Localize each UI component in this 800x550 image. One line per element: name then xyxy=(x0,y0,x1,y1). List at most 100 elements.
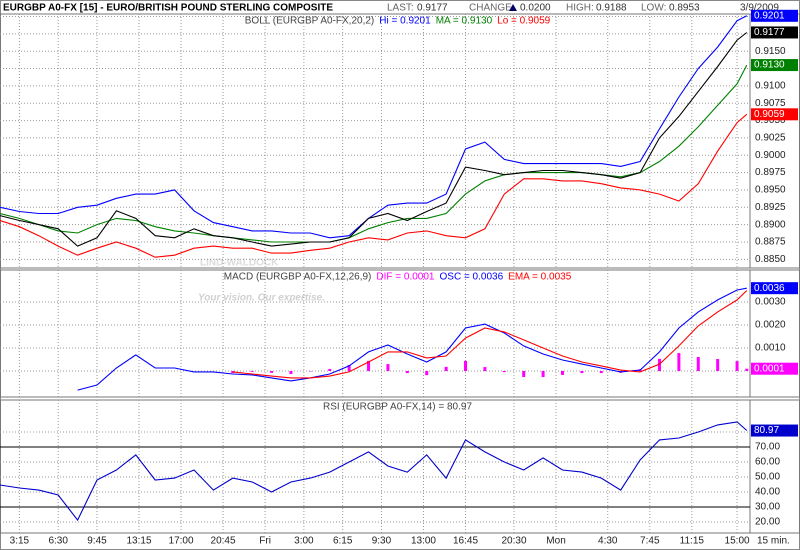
panel-title: RSI (EURGBP A0-FX,14) = 80.97 xyxy=(323,402,472,413)
histogram-bar xyxy=(735,361,739,372)
y-tick-label: 30.00 xyxy=(755,502,780,513)
histogram-bar xyxy=(444,366,448,372)
x-tick-label: 6:15 xyxy=(333,536,353,547)
histogram-bar xyxy=(483,367,487,372)
change-label: CHANGE: xyxy=(469,3,515,14)
y-tick-label: 0.9075 xyxy=(755,98,786,109)
x-tick-label: 9:30 xyxy=(372,536,392,547)
histogram-bar xyxy=(425,371,429,376)
value-box-label: 0.0036 xyxy=(754,283,785,294)
x-tick-label: Mon xyxy=(546,536,565,547)
last-value: 0.9177 xyxy=(417,3,448,14)
histogram-bar xyxy=(289,371,293,374)
histogram-bar xyxy=(502,371,506,373)
histogram-bar xyxy=(561,371,564,375)
date: 3/9/2009 xyxy=(740,3,779,14)
low-value: 0.8953 xyxy=(669,3,700,14)
watermark-brand: LIND-WALDOCK xyxy=(200,258,279,269)
panel-title: BOLL (EURGBP A0-FX,20,2) xyxy=(245,16,375,27)
series-line xyxy=(77,287,747,391)
value-box-label: 0.9130 xyxy=(754,60,785,71)
y-tick-label: 0.0020 xyxy=(755,320,786,331)
x-tick-label: 16:45 xyxy=(453,536,478,547)
legend: MACD (EURGBP A0-FX,12,26,9) DIF = 0.0001 O… xyxy=(224,272,572,283)
y-tick-label: 0.8900 xyxy=(755,219,786,230)
histogram-bar xyxy=(580,371,584,374)
y-tick-label: 40.00 xyxy=(755,487,780,498)
x-tick-label: 6:30 xyxy=(48,536,68,547)
histogram-bar xyxy=(696,356,700,372)
y-tick-label: 70.00 xyxy=(755,442,780,453)
x-unit-label: 15 min. xyxy=(757,536,790,547)
symbol: EURGBP A0-FX [15] - EURO/BRITISH POUND S… xyxy=(3,3,333,14)
histogram-bar xyxy=(464,360,468,372)
value-box xyxy=(751,424,798,437)
high-label: HIGH: xyxy=(566,3,594,14)
x-tick-label: 17:00 xyxy=(169,536,194,547)
value-box xyxy=(751,362,798,375)
watermark-slogan: Your vision. Our expertise. xyxy=(198,293,325,304)
high-value: 0.9188 xyxy=(596,3,627,14)
value-box-label: 0.9059 xyxy=(754,109,785,120)
y-tick-label: 60.00 xyxy=(755,457,780,468)
x-tick-label: 3:15 xyxy=(10,536,30,547)
histogram-bar xyxy=(522,371,526,377)
legend-entry: Hi = 0.9201 xyxy=(379,16,431,27)
legend-entry: MA = 0.9130 xyxy=(436,16,493,27)
x-tick-label: 9:45 xyxy=(87,536,107,547)
histogram-bar xyxy=(716,359,720,372)
y-tick-label: 0.9050 xyxy=(755,115,786,126)
y-tick-label: 0.0030 xyxy=(755,297,786,308)
value-box xyxy=(751,108,798,121)
panel-title: MACD (EURGBP A0-FX,12,26,9) xyxy=(224,272,372,283)
x-tick-label: 7:45 xyxy=(640,536,660,547)
series-line xyxy=(0,421,748,522)
value-box xyxy=(751,26,798,39)
histogram-bar xyxy=(308,371,312,372)
low-label: LOW: xyxy=(641,3,666,14)
legend-entry: Lo = 0.9059 xyxy=(497,16,551,27)
value-box-label: 0.9177 xyxy=(754,27,785,38)
y-tick-label: 0.8950 xyxy=(755,185,786,196)
value-box xyxy=(751,9,798,22)
y-tick-label: 0.9000 xyxy=(755,150,786,161)
change-value: 0.0200 xyxy=(520,3,551,14)
series-line xyxy=(0,15,748,239)
y-tick-label: 0.8975 xyxy=(755,167,786,178)
legend-entry: EMA = 0.0035 xyxy=(508,272,572,283)
series-line xyxy=(232,290,748,379)
histogram-bar xyxy=(599,371,603,374)
histogram-bar xyxy=(541,371,545,377)
up-arrow xyxy=(509,4,517,11)
value-box-label: 0.0001 xyxy=(754,363,785,374)
x-tick-label: 20:45 xyxy=(211,536,236,547)
x-tick-label: 13:00 xyxy=(411,536,436,547)
y-tick-label: 0.9025 xyxy=(755,133,786,144)
value-box xyxy=(751,59,798,72)
histogram-bar xyxy=(328,368,332,372)
y-tick-label: 20.00 xyxy=(755,517,780,528)
y-tick-label: 0.8925 xyxy=(755,202,786,213)
y-tick-label: 0.0010 xyxy=(755,343,786,354)
histogram-bar xyxy=(367,360,371,372)
y-tick-label: 0.9150 xyxy=(755,46,786,57)
legend: RSI (EURGBP A0-FX,14) = 80.97 xyxy=(323,402,472,413)
value-box-label: 80.97 xyxy=(754,425,779,436)
legend-entry: OSC = 0.0036 xyxy=(439,272,503,283)
value-box-label: 0.9201 xyxy=(754,10,785,21)
legend: BOLL (EURGBP A0-FX,20,2) Hi = 0.9201 MA = … xyxy=(245,16,551,27)
y-tick-label: 50.00 xyxy=(755,472,780,483)
histogram-bar xyxy=(270,371,274,373)
y-tick-label: 0.9100 xyxy=(755,81,786,92)
series-line xyxy=(0,32,748,247)
x-tick-label: 20:30 xyxy=(501,536,526,547)
histogram-bar xyxy=(231,371,235,374)
x-tick-label: Fri xyxy=(259,536,271,547)
series-line xyxy=(0,113,748,258)
x-tick-label: 3:00 xyxy=(294,536,314,547)
histogram-bar xyxy=(347,365,351,372)
histogram-bar xyxy=(745,368,749,372)
